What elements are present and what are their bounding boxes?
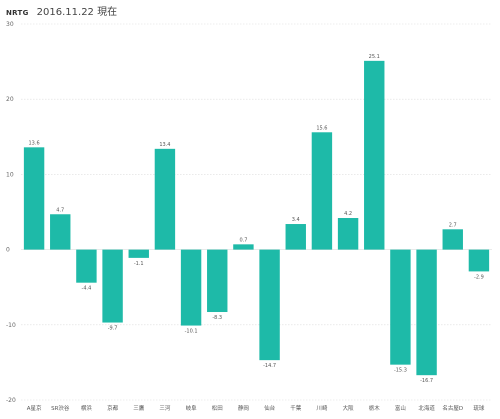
x-tick-label: 岐阜 xyxy=(186,404,198,412)
data-label: -16.7 xyxy=(420,378,433,384)
chart-tag: NRTG xyxy=(6,9,29,17)
label-layer: 13.6 A星京 4.7 SR渋谷 -4.4 横浜 -9.7 京都 -1.1 三鷹 13.4 三河 -1… xyxy=(27,54,485,412)
bar-layer xyxy=(23,60,490,376)
bar xyxy=(23,147,45,250)
data-label: 25.1 xyxy=(369,54,380,60)
data-label: 4.2 xyxy=(344,211,352,217)
x-tick-label: 川崎 xyxy=(316,404,328,412)
data-label: 13.4 xyxy=(159,142,170,148)
y-tick-label: 10 xyxy=(6,171,14,178)
bar xyxy=(259,249,280,361)
data-label: -14.7 xyxy=(263,363,276,369)
data-label: -10.1 xyxy=(185,329,198,335)
x-tick-label: 京都 xyxy=(107,404,119,412)
bar xyxy=(364,60,385,250)
data-label: -9.7 xyxy=(108,326,118,332)
chart-title: 2016.11.22 現在 xyxy=(36,7,118,18)
bar xyxy=(154,148,176,250)
data-label: -1.1 xyxy=(134,261,144,267)
bar xyxy=(50,214,71,250)
x-tick-label: 栃木 xyxy=(369,404,381,412)
y-tick-label: 30 xyxy=(6,21,14,28)
x-tick-label: 三河 xyxy=(159,404,171,412)
x-tick-label: 松田 xyxy=(212,404,223,412)
bar xyxy=(468,249,490,272)
bar xyxy=(76,249,97,283)
data-label: 3.4 xyxy=(292,217,300,223)
bar xyxy=(311,132,333,250)
bar xyxy=(102,249,123,323)
x-tick-label: A星京 xyxy=(27,404,42,412)
x-tick-label: 大阪 xyxy=(343,404,355,412)
data-label: 0.7 xyxy=(239,237,247,243)
x-tick-label: 琉球 xyxy=(473,404,485,412)
y-tick-label: 0 xyxy=(6,247,10,254)
x-tick-label: 横浜 xyxy=(81,404,93,412)
x-tick-label: 千葉 xyxy=(290,404,302,412)
x-tick-label: 名古屋D xyxy=(442,404,463,412)
y-tick-label: -20 xyxy=(6,397,16,404)
y-tick-label: 20 xyxy=(6,96,14,103)
bar xyxy=(337,218,359,250)
x-tick-label: 富山 xyxy=(395,404,406,412)
data-label: 2.7 xyxy=(449,222,457,228)
bar xyxy=(442,229,463,250)
x-tick-label: 北海道 xyxy=(418,404,435,412)
x-tick-label: SR渋谷 xyxy=(51,404,70,412)
x-tick-label: 仙台 xyxy=(264,404,276,412)
x-tick-label: 静岡 xyxy=(238,404,250,412)
bar xyxy=(128,249,149,258)
bar xyxy=(285,224,306,250)
bar xyxy=(416,249,437,376)
bar xyxy=(207,249,228,313)
bar xyxy=(390,249,411,365)
grid-layer: 30 20 10 0 -10 -20 xyxy=(6,21,492,404)
bar xyxy=(180,249,202,326)
data-label: -2.9 xyxy=(474,274,484,280)
chart-header: NRTG 2016.11.22 現在 xyxy=(6,3,118,18)
x-tick-label: 三鷹 xyxy=(133,404,145,412)
data-label: -4.4 xyxy=(82,286,92,292)
data-label: 13.6 xyxy=(29,140,40,146)
y-tick-label: -10 xyxy=(6,322,16,329)
data-label: -15.3 xyxy=(394,368,407,374)
data-label: 4.7 xyxy=(56,207,64,213)
bar xyxy=(233,244,254,250)
data-label: -8.3 xyxy=(212,315,222,321)
data-label: 15.6 xyxy=(316,125,327,131)
